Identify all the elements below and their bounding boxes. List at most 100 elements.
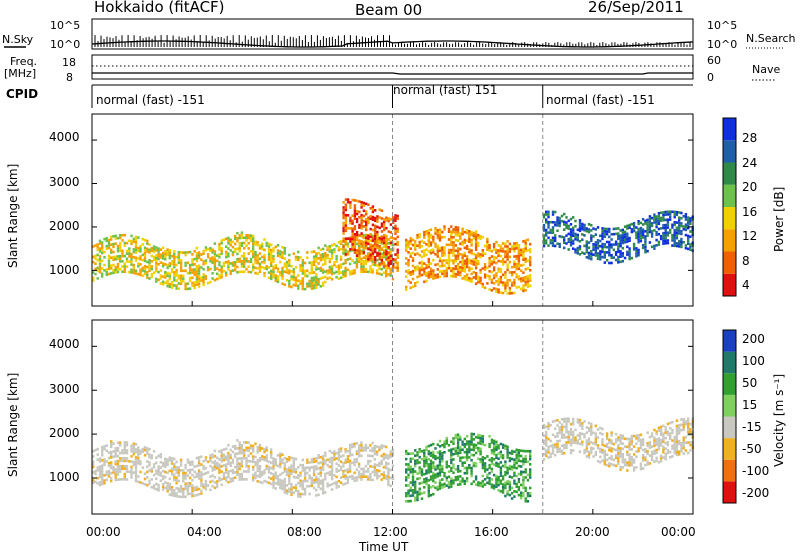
power-echo-cell <box>139 250 142 253</box>
power-echo-cell <box>675 234 679 237</box>
power-echo-cell <box>234 260 237 264</box>
power-echo-cell <box>501 247 505 251</box>
power-echo-cell <box>637 233 640 236</box>
velocity-echo-cell <box>454 476 457 479</box>
velocity-echo-cell <box>619 442 622 445</box>
velocity-echo-cell <box>157 470 160 474</box>
power-echo-cell <box>463 251 466 255</box>
power-echo-cell <box>303 287 307 291</box>
power-echo-cell <box>130 268 133 272</box>
velocity-echo-cell <box>657 439 661 443</box>
velocity-echo-cell <box>103 460 106 464</box>
velocity-echo-cell <box>157 486 160 489</box>
velocity-echo-cell <box>567 441 570 444</box>
power-echo-cell <box>409 252 412 256</box>
velocity-echo-cell <box>270 453 273 457</box>
velocity-echo-cell <box>687 428 690 431</box>
velocity-echo-cell <box>195 472 199 476</box>
velocity-echo-cell <box>238 441 241 444</box>
power-echo-cell <box>680 243 683 246</box>
power-echo-cell <box>387 273 390 276</box>
velocity-echo-cell <box>290 472 293 475</box>
power-echo-cell <box>360 234 363 238</box>
velocity-echo-cell <box>560 433 564 437</box>
power-echo-cell <box>166 274 169 277</box>
velocity-echo-cell <box>506 479 509 483</box>
power-echo-cell <box>407 243 410 246</box>
power-echo-cell <box>378 226 381 230</box>
velocity-echo-cell <box>551 420 555 423</box>
velocity-echo-cell <box>556 447 559 451</box>
velocity-echo-cell <box>261 455 264 458</box>
power-echo-cell <box>452 241 455 244</box>
power-echo-cell <box>601 255 604 259</box>
power-echo-cell <box>294 258 298 261</box>
power-echo-cell <box>202 275 205 279</box>
velocity-echo-cell <box>434 473 437 476</box>
power-echo-cell <box>664 231 667 235</box>
power-echo-cell <box>438 239 442 242</box>
velocity-echo-cell <box>675 437 679 441</box>
power-echo-cell <box>125 257 129 261</box>
velocity-echo-cell <box>376 469 379 472</box>
power-echo-cell <box>644 235 647 238</box>
velocity-echo-cell <box>637 436 640 440</box>
velocity-echo-cell <box>315 465 318 468</box>
power-echo-cell <box>392 257 395 261</box>
power-echo-cell <box>506 279 509 282</box>
power-echo-cell <box>501 250 505 253</box>
velocity-echo-cell <box>364 475 368 478</box>
velocity-echo-cell <box>666 449 670 452</box>
power-echo-cell <box>450 259 453 262</box>
power-echo-cell <box>619 242 622 245</box>
power-echo-cell <box>243 236 246 240</box>
power-echo-cell <box>522 250 525 254</box>
velocity-echo-cell <box>499 474 503 477</box>
power-echo-cell <box>110 256 113 259</box>
power-echo-cell <box>188 269 192 272</box>
velocity-echo-cell <box>432 471 435 475</box>
velocity-echo-cell <box>321 468 325 471</box>
velocity-echo-cell <box>132 445 135 448</box>
power-echo-cell <box>367 234 370 238</box>
velocity-echo-cell <box>229 480 232 483</box>
cpid-segment-3: normal (fast) -151 <box>546 93 655 107</box>
velocity-echo-cell <box>155 461 158 465</box>
power-echo-cell <box>454 257 457 260</box>
velocity-echo-cell <box>252 449 255 453</box>
power-echo-cell <box>392 263 395 266</box>
velocity-echo-cell <box>376 445 379 448</box>
power-echo-cell <box>170 270 174 274</box>
velocity-echo-cell <box>308 484 311 488</box>
velocity-echo-cell <box>317 472 320 475</box>
velocity-echo-cell <box>626 453 629 456</box>
velocity-echo-cell <box>619 449 622 453</box>
velocity-echo-cell <box>299 479 302 483</box>
power-echo-cell <box>94 267 97 271</box>
power-echo-cell <box>94 272 97 276</box>
velocity-echo-cell <box>666 433 670 436</box>
power-echo-cell <box>339 263 343 266</box>
velocity-echo-cell <box>483 462 487 465</box>
velocity-echo-cell <box>587 450 591 454</box>
velocity-echo-cell <box>572 417 575 421</box>
velocity-echo-cell <box>639 441 643 444</box>
velocity-echo-cell <box>578 421 582 425</box>
power-echo-cell <box>563 212 566 216</box>
velocity-echo-cell <box>576 442 579 445</box>
velocity-echo-cell <box>258 470 262 473</box>
velocity-echo-cell <box>184 485 187 488</box>
power-echo-cell <box>371 236 375 240</box>
power-echo-cell <box>517 267 521 270</box>
velocity-echo-cell <box>603 449 606 453</box>
power-echo-cell <box>490 263 494 266</box>
velocity-echo-cell <box>261 447 264 450</box>
power-echo-cell <box>513 250 516 253</box>
power-echo-cell <box>438 228 442 232</box>
power-echo-cell <box>429 262 433 265</box>
power-echo-cell <box>447 251 451 254</box>
power-echo-cell <box>623 225 627 228</box>
power-echo-cell <box>319 269 322 272</box>
velocity-echo-cell <box>572 436 575 439</box>
power-echo-cell <box>195 270 199 273</box>
